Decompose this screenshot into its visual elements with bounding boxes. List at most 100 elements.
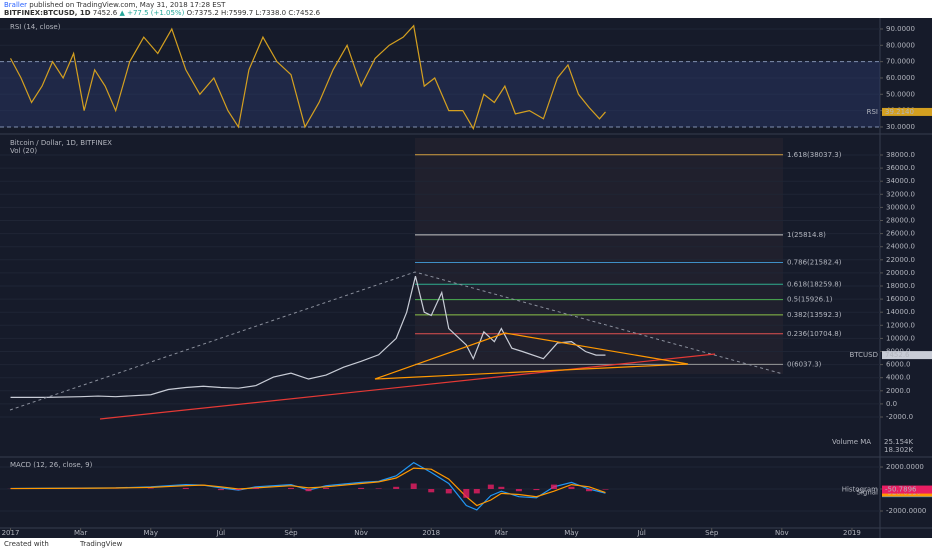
y-tick-label: 16000.0 [886, 295, 915, 303]
histogram-bar [287, 487, 294, 490]
x-tick-label: Mar [495, 529, 508, 537]
y-tick-label: 0.0 [886, 400, 897, 408]
last-value-tag [882, 485, 932, 494]
series-line [10, 467, 606, 507]
y-tick-label: 26000.0 [886, 230, 915, 238]
last-value-label: -50.7896 [885, 486, 917, 494]
histogram-bar [410, 483, 417, 490]
y-tick-label: 30000.0 [886, 203, 915, 211]
volume-label: Volume MA [832, 438, 871, 446]
pane-title: MACD (12, 26, close, 9) [10, 461, 93, 469]
y-tick-label: 34000.0 [886, 177, 915, 185]
histogram-bar [473, 489, 480, 494]
histogram-bar [515, 489, 522, 492]
symbol: BITFINEX:BTCUSD, 1D [4, 9, 91, 17]
histogram-bar [463, 489, 470, 498]
footer-brand[interactable]: TradingView [79, 540, 123, 548]
fib-label: 1.618(38037.3) [787, 151, 842, 159]
y-tick-label: 50.0000 [886, 90, 915, 98]
histogram-bar [487, 484, 494, 490]
histogram-bar [217, 489, 224, 491]
pane-title: Bitcoin / Dollar, 1D, BITFINEX [10, 139, 112, 147]
footer-bar [0, 538, 932, 550]
y-tick-label: 12000.0 [886, 321, 915, 329]
ohlc: O:7375.2 H:7599.7 L:7338.0 C:7452.6 [187, 9, 321, 17]
y-tick-label: 60.0000 [886, 74, 915, 82]
x-tick-label: May [144, 529, 158, 537]
published: published on TradingView.com, May 31, 20… [29, 1, 226, 9]
volume-label: 25.154K [884, 438, 913, 446]
author[interactable]: Braller [4, 1, 27, 9]
x-tick-label: 2019 [843, 529, 861, 537]
x-tick-label: Nov [775, 529, 789, 537]
histogram-bar [498, 486, 505, 490]
fib-label: 0.236(10704.8) [787, 330, 842, 338]
y-tick-label: 6000.0 [886, 361, 911, 369]
last-value-label: 39.2140 [885, 108, 914, 116]
y-tick-label: 70.0000 [886, 58, 915, 66]
symbol-line: BITFINEX:BTCUSD, 1D 7452.6 ▲ +77.5 (+1.0… [4, 9, 321, 17]
fib-label: 0.382(13592.3) [787, 311, 842, 319]
x-tick-label: Mar [74, 529, 87, 537]
fib-label: 0.786(21582.4) [787, 259, 842, 267]
price: 7452.6 [93, 9, 118, 17]
dashed-trend [9, 271, 784, 411]
histogram-bar [147, 488, 154, 490]
y-tick-label: -2000.0 [886, 413, 913, 421]
last-value-tag [882, 351, 932, 360]
y-tick-label: 18000.0 [886, 282, 915, 290]
volume-label: 18.302K [884, 446, 913, 454]
fib-label: 1(25814.8) [787, 231, 826, 239]
histogram-bar [393, 486, 400, 490]
histogram-bar [586, 489, 593, 492]
histogram-bar [445, 489, 452, 494]
y-tick-label: 20000.0 [886, 269, 915, 277]
series-name-tag: BTCUSD [849, 351, 878, 359]
fib-label: 0.5(15926.1) [787, 296, 833, 304]
header-line: Braller published on TradingView.com, Ma… [4, 1, 226, 9]
triangle [374, 332, 689, 380]
y-tick-label: 90.0000 [886, 25, 915, 33]
y-tick-label: 2000.0 [886, 387, 911, 395]
header-bar [0, 0, 932, 18]
support-trend [99, 353, 716, 420]
histogram-bar [602, 489, 609, 490]
y-tick-label: 36000.0 [886, 164, 915, 172]
pane-title: RSI (14, close) [10, 23, 61, 31]
series-name-tag: RSI [867, 108, 878, 116]
histogram-bar [323, 487, 330, 490]
fib-label: 0.618(18259.8) [787, 280, 842, 288]
y-tick-label: 38000.0 [886, 151, 915, 159]
change: ▲ +77.5 (+1.05%) [119, 9, 184, 17]
rsi-band [0, 61, 880, 127]
y-tick-label: 22000.0 [886, 256, 915, 264]
histogram-bar [533, 489, 540, 491]
footer-text: Created with [4, 540, 49, 548]
y-tick-label: 2000.0000 [886, 463, 924, 471]
x-tick-label: Jul [636, 529, 646, 537]
y-tick-label: 10000.0 [886, 334, 915, 342]
histogram-bar [428, 489, 435, 493]
series-name-tag: Signal [856, 489, 878, 497]
y-tick-label: 4000.0 [886, 374, 911, 382]
x-tick-label: 2017 [2, 529, 20, 537]
x-tick-label: Jul [216, 529, 226, 537]
y-tick-label: 80.0000 [886, 41, 915, 49]
drawings [9, 271, 784, 420]
x-tick-label: Sep [705, 529, 719, 537]
histogram-bar [235, 489, 242, 491]
histogram-bar [550, 484, 557, 490]
x-tick-label: May [564, 529, 578, 537]
y-tick-label: 24000.0 [886, 243, 915, 251]
x-tick-label: 2018 [422, 529, 440, 537]
histogram-bar [252, 487, 259, 490]
y-tick-label: 14000.0 [886, 308, 915, 316]
histogram-bar [568, 486, 575, 490]
series-line [9, 24, 606, 131]
x-tick-label: Nov [354, 529, 368, 537]
last-value-label: 7452.6 [885, 351, 910, 359]
histogram-bar [375, 488, 382, 490]
histogram-bar [358, 487, 365, 490]
